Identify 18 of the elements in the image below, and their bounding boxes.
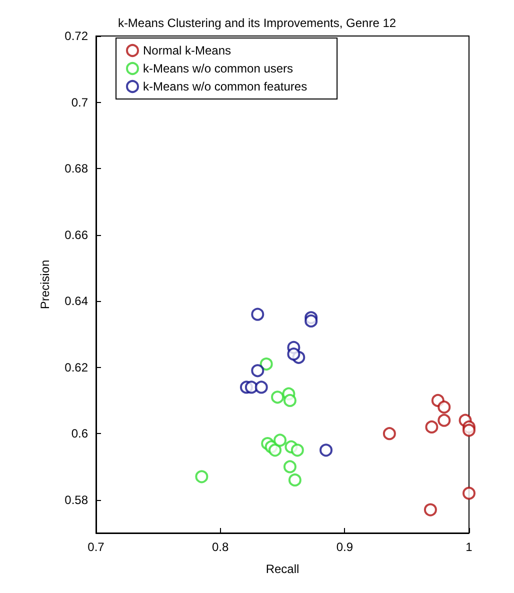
y-tick-label: 0.62 — [64, 360, 88, 374]
y-axis-title: Precision — [38, 260, 52, 310]
x-axis-title: Recall — [266, 562, 300, 576]
x-tick-label: 0.9 — [336, 540, 354, 554]
x-tick-label: 0.7 — [88, 540, 105, 554]
legend-label: k-Means w/o common users — [143, 62, 294, 76]
y-tick-label: 0.64 — [64, 294, 88, 308]
y-tick-label: 0.66 — [64, 228, 88, 242]
y-tick-label: 0.58 — [64, 492, 88, 507]
legend-label: k-Means w/o common features — [143, 80, 308, 94]
y-tick-label: 0.7 — [71, 95, 88, 110]
x-tick-label: 0.8 — [212, 540, 229, 554]
legend-label: Normal k-Means — [143, 44, 232, 58]
y-tick-label: 0.6 — [71, 426, 88, 441]
y-tick-label: 0.68 — [64, 162, 88, 176]
y-tick-label: 0.72 — [64, 29, 88, 43]
chart-title: k-Means Clustering and its Improvements, Genre 12 — [118, 16, 396, 30]
x-tick-label: 1 — [466, 540, 473, 554]
